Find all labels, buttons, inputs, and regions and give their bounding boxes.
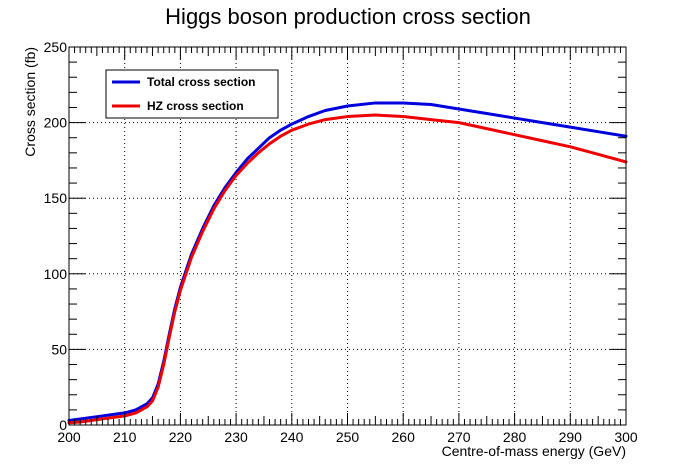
series-line-hz xyxy=(67,113,628,425)
series-line-total xyxy=(67,101,628,422)
x-axis-label: Centre-of-mass energy (GeV) xyxy=(442,443,626,459)
y-tick-label: 200 xyxy=(44,115,68,131)
x-tick-label: 250 xyxy=(336,429,360,445)
legend: Total cross section HZ cross section xyxy=(105,69,279,119)
legend-box xyxy=(105,69,279,119)
x-tick-label: 290 xyxy=(559,429,583,445)
y-axis-label: Cross section (fb) xyxy=(22,47,38,157)
y-tick-label: 50 xyxy=(51,341,67,357)
axis-ticks xyxy=(68,46,627,426)
y-tick-label: 100 xyxy=(44,266,68,282)
x-tick-label: 270 xyxy=(447,429,471,445)
x-tick-label: 260 xyxy=(392,429,416,445)
x-tick-label: 200 xyxy=(57,429,81,445)
legend-entry-total: Total cross section xyxy=(147,75,255,89)
x-tick-label: 280 xyxy=(503,429,527,445)
tick-labels: 200 210 220 230 240 250 260 270 280 290 300 0 50 100 1… xyxy=(44,39,638,445)
x-tick-label: 230 xyxy=(224,429,248,445)
series-lines xyxy=(67,101,628,425)
y-tick-label: 250 xyxy=(44,39,68,55)
x-tick-label: 300 xyxy=(614,429,638,445)
x-tick-label: 220 xyxy=(169,429,193,445)
legend-entry-hz: HZ cross section xyxy=(147,99,244,113)
x-tick-label: 210 xyxy=(113,429,137,445)
chart-title: Higgs boson production cross section xyxy=(165,4,531,29)
y-tick-label: 150 xyxy=(44,190,68,206)
x-tick-label: 240 xyxy=(280,429,304,445)
y-tick-label: 0 xyxy=(59,417,67,433)
